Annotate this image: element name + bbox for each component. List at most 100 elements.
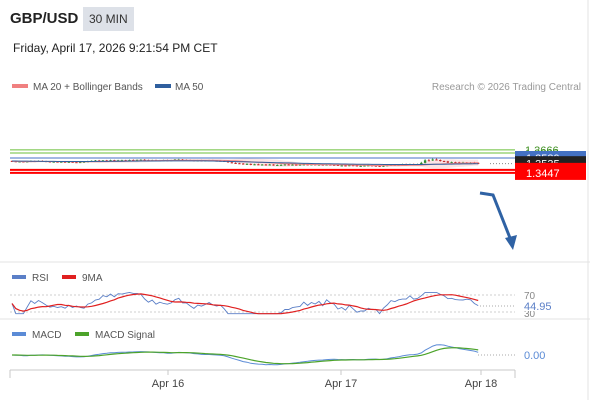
candle-112 bbox=[435, 158, 438, 161]
level-label-support-5: 1.3447 bbox=[526, 168, 560, 180]
candle-59 bbox=[234, 162, 237, 164]
candle-115 bbox=[446, 160, 450, 164]
candle-body-72 bbox=[283, 164, 287, 166]
candle-body-32 bbox=[132, 159, 135, 161]
candle-body-31 bbox=[128, 159, 131, 161]
candle-body-59 bbox=[234, 162, 237, 164]
rsi-30-tick: 30 bbox=[524, 309, 536, 320]
candle-66 bbox=[260, 164, 264, 166]
candle-68 bbox=[268, 163, 271, 166]
candle-body-76 bbox=[298, 164, 302, 166]
candle-body-73 bbox=[287, 164, 290, 166]
x-tick-label-0: Apr 16 bbox=[152, 378, 184, 390]
candle-70 bbox=[276, 164, 279, 166]
level-tag-support-5 bbox=[515, 165, 586, 180]
candle-body-110 bbox=[427, 160, 431, 162]
candle-body-68 bbox=[268, 164, 271, 166]
bollinger-band bbox=[12, 158, 479, 169]
candle-110 bbox=[427, 159, 431, 162]
candle-body-114 bbox=[442, 161, 446, 163]
ma20-legend-swatch bbox=[12, 84, 28, 88]
rsi-current-bg bbox=[521, 299, 557, 311]
candle-body-33 bbox=[135, 159, 139, 161]
candle-26 bbox=[109, 159, 112, 162]
ma50-legend-swatch bbox=[155, 84, 171, 88]
rsi-line bbox=[11, 291, 479, 315]
candle-body-13 bbox=[60, 161, 63, 163]
macd-signal-legend-label: MACD Signal bbox=[95, 330, 155, 341]
candle-body-18 bbox=[79, 162, 82, 164]
candle-71 bbox=[279, 164, 283, 166]
copyright-notice: Research © 2026 Trading Central bbox=[432, 82, 581, 93]
candle-body-91 bbox=[355, 165, 359, 167]
candle-body-96 bbox=[374, 165, 378, 167]
rsi-legend-swatch bbox=[12, 275, 26, 279]
candle-body-109 bbox=[423, 160, 427, 163]
candle-body-108 bbox=[420, 162, 423, 165]
projection-arrow bbox=[479, 191, 514, 244]
macd-signal-line bbox=[12, 347, 479, 365]
candle-body-85 bbox=[332, 164, 336, 166]
candle-116 bbox=[450, 161, 453, 164]
candle-body-27 bbox=[113, 160, 116, 162]
timeframe-badge[interactable]: 30 MIN bbox=[83, 7, 134, 31]
candle-body-71 bbox=[279, 164, 283, 166]
chart-header: GBP/USD 30 MIN bbox=[0, 0, 590, 36]
candle-body-117 bbox=[454, 162, 457, 164]
candle-body-29 bbox=[120, 160, 124, 162]
candle-body-86 bbox=[336, 164, 340, 166]
candle-61 bbox=[241, 163, 245, 165]
candle-body-60 bbox=[238, 163, 241, 165]
candle-body-70 bbox=[276, 164, 279, 166]
candle-body-89 bbox=[348, 165, 351, 167]
macd-legend-label: MACD bbox=[32, 330, 61, 341]
price-legend: MA 20 + Bollinger Bands MA 50 bbox=[12, 82, 204, 93]
candle-body-90 bbox=[351, 165, 355, 167]
macd-legend: MACD MACD Signal bbox=[12, 330, 155, 341]
candle-body-11 bbox=[52, 161, 55, 163]
candle-body-94 bbox=[367, 165, 370, 167]
ma50-legend-label: MA 50 bbox=[175, 82, 204, 93]
x-tick-label-1: Apr 17 bbox=[325, 378, 357, 390]
candle-58 bbox=[230, 161, 234, 164]
candle-body-88 bbox=[344, 165, 347, 167]
candle-body-113 bbox=[439, 159, 442, 162]
rsi-panel bbox=[11, 291, 479, 315]
candle-113 bbox=[439, 159, 442, 162]
candle-body-14 bbox=[63, 161, 67, 163]
candle-62 bbox=[245, 163, 249, 165]
candle-body-111 bbox=[431, 159, 434, 161]
candle-body-61 bbox=[241, 163, 245, 165]
candle-69 bbox=[272, 164, 275, 166]
rsi-legend-label: RSI bbox=[32, 273, 49, 284]
candle-body-34 bbox=[139, 159, 143, 161]
macd-line bbox=[11, 344, 479, 366]
candle-72 bbox=[283, 164, 287, 166]
candle-body-87 bbox=[340, 165, 343, 167]
candle-109 bbox=[423, 159, 427, 164]
candle-body-112 bbox=[435, 159, 438, 161]
rsi-ma-legend-swatch bbox=[62, 275, 76, 279]
candle-body-62 bbox=[245, 163, 249, 165]
candle-body-97 bbox=[378, 165, 381, 167]
candle-34 bbox=[139, 159, 143, 161]
candle-body-58 bbox=[230, 162, 234, 164]
candle-body-26 bbox=[109, 160, 112, 162]
price-panel bbox=[10, 158, 517, 250]
projection-arrowhead bbox=[505, 235, 517, 250]
candle-body-16 bbox=[71, 161, 74, 163]
ma20-legend-label: MA 20 + Bollinger Bands bbox=[33, 82, 143, 93]
candle-67 bbox=[264, 163, 268, 166]
candle-body-69 bbox=[272, 164, 275, 166]
candle-body-93 bbox=[363, 165, 366, 167]
candle-body-63 bbox=[249, 163, 252, 165]
candle-body-35 bbox=[143, 159, 146, 161]
candle-body-75 bbox=[295, 164, 298, 166]
candle-body-115 bbox=[446, 161, 450, 163]
macd-signal-legend-swatch bbox=[75, 332, 89, 336]
candle-117 bbox=[454, 161, 457, 164]
candle-65 bbox=[257, 163, 260, 166]
candle-29 bbox=[120, 159, 124, 162]
macd-panel bbox=[11, 344, 479, 366]
